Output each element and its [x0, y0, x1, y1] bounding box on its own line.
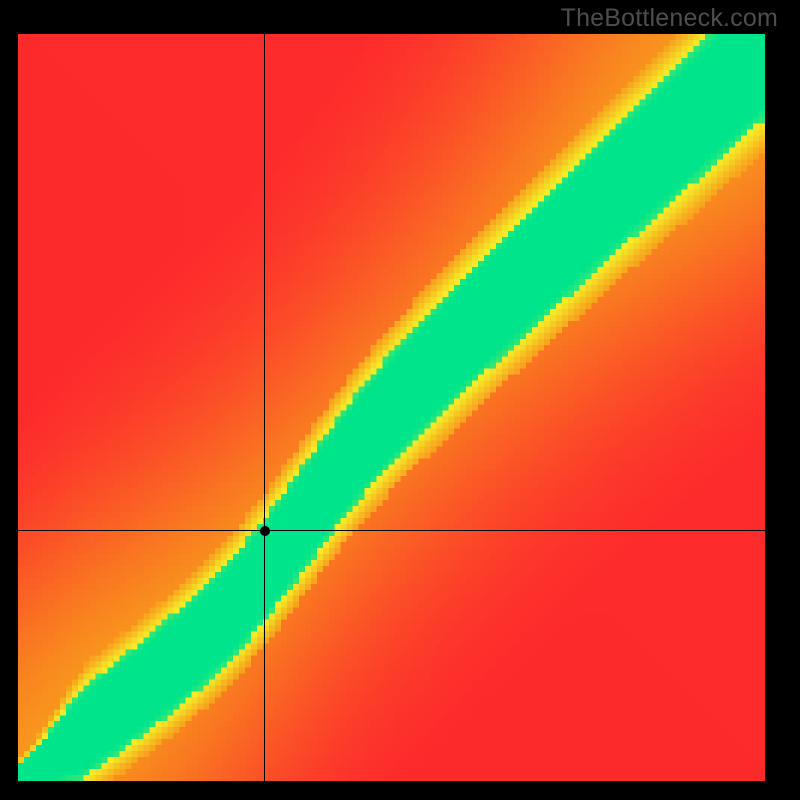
heatmap-canvas — [18, 34, 765, 781]
heatmap-plot — [18, 34, 765, 781]
crosshair-marker — [260, 526, 270, 536]
crosshair-vertical — [264, 34, 265, 781]
crosshair-horizontal — [18, 530, 765, 531]
chart-root: TheBottleneck.com — [0, 0, 800, 800]
watermark-label: TheBottleneck.com — [561, 4, 778, 33]
